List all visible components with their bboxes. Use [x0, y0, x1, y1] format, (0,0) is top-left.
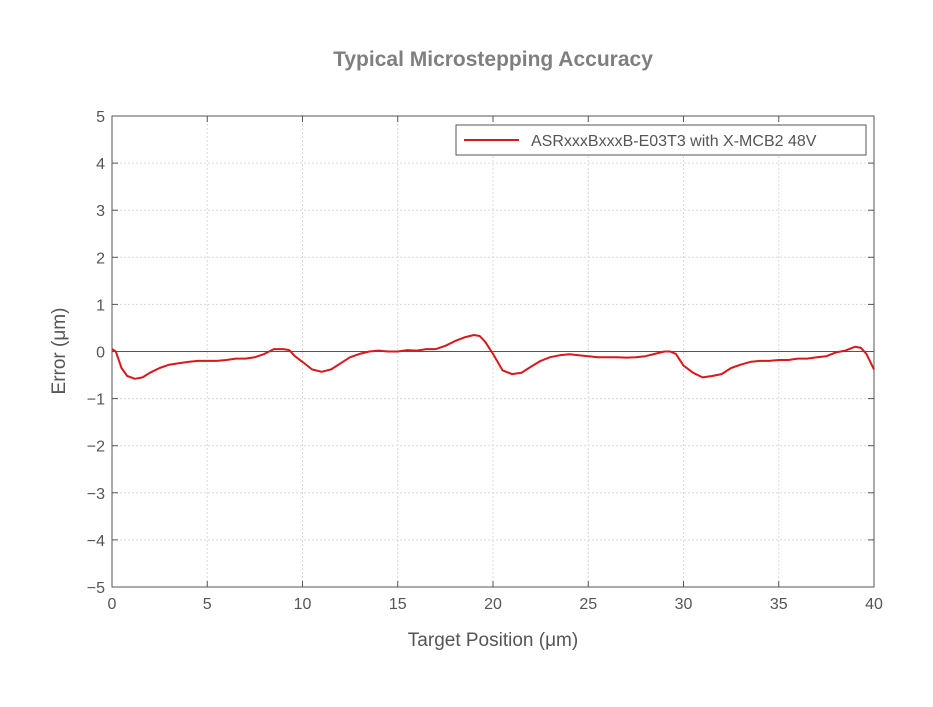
series-line	[111, 334, 875, 380]
y-tick-label: 3	[96, 203, 105, 220]
axis-ticks: 0 5 10 15 20 25 30 35 40 −5 −4 −3 −2 −1 0 1 2 3 4 5	[87, 109, 883, 613]
x-tick-label: 20	[484, 596, 502, 613]
y-tick-label: 5	[96, 109, 105, 126]
x-tick-label: 30	[675, 596, 693, 613]
x-tick-label: 0	[108, 596, 117, 613]
y-tick-label: 2	[96, 250, 105, 267]
chart-title: Typical Microstepping Accuracy	[333, 48, 653, 71]
legend: ASRxxxBxxxB-E03T3 with X-MCB2 48V	[455, 124, 867, 156]
x-tick-label: 25	[579, 596, 597, 613]
y-tick-label: −4	[87, 533, 105, 550]
y-tick-label: −3	[87, 486, 105, 503]
x-tick-label: 10	[294, 596, 312, 613]
x-tick-label: 40	[865, 596, 883, 613]
y-tick-label: 0	[96, 345, 105, 362]
x-axis-label: Target Position (μm)	[408, 630, 578, 651]
y-tick-label: 1	[96, 297, 105, 314]
x-tick-label: 15	[389, 596, 407, 613]
y-tick-label: −1	[87, 392, 105, 409]
y-tick-label: −2	[87, 439, 105, 456]
y-tick-label: 4	[96, 156, 105, 173]
y-tick-label: −5	[87, 580, 105, 597]
legend-entry: ASRxxxBxxxB-E03T3 with X-MCB2 48V	[531, 133, 817, 150]
y-axis-label: Error (μm)	[49, 308, 70, 395]
x-tick-label: 5	[203, 596, 212, 613]
series-layer	[111, 334, 875, 380]
x-tick-label: 35	[770, 596, 788, 613]
legend-box	[455, 124, 867, 156]
